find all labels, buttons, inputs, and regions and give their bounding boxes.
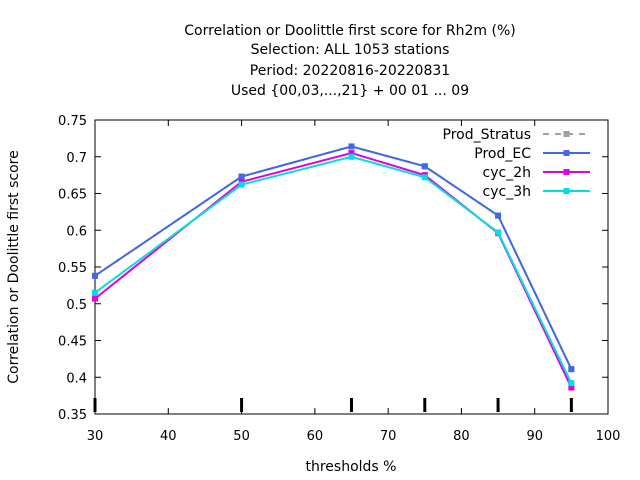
data-point: [238, 173, 245, 180]
data-point: [421, 163, 428, 170]
data-point: [348, 143, 355, 150]
x-tick-label: 100: [596, 429, 621, 444]
data-point: [568, 380, 575, 387]
legend-label: Prod_EC: [474, 146, 531, 162]
y-tick-label: 0.55: [58, 261, 87, 276]
data-point: [568, 366, 575, 373]
x-tick-label: 80: [453, 429, 470, 444]
data-point: [495, 229, 502, 236]
y-tick-label: 0.75: [58, 114, 87, 129]
y-tick-label: 0.5: [66, 298, 87, 313]
legend-label: cyc_3h: [483, 184, 531, 200]
x-tick-label: 30: [87, 429, 104, 444]
x-threshold-marks: [93, 398, 573, 412]
plot-frame: [94, 119, 609, 415]
legend-marker: [563, 169, 570, 175]
y-axis-label: Correlation or Doolittle first score: [6, 150, 22, 383]
data-point: [92, 272, 98, 279]
data-point: [92, 289, 98, 296]
data-point: [348, 153, 355, 160]
y-tick-label: 0.6: [66, 224, 87, 239]
series-layer: [92, 143, 575, 391]
series-line: [94, 145, 573, 370]
title-line-1: Correlation or Doolittle first score for…: [184, 23, 515, 39]
legend-marker: [563, 188, 570, 194]
data-point: [92, 295, 98, 302]
data-point: [568, 384, 575, 391]
y-tick-label: 0.7: [66, 151, 87, 166]
x-axis: 30 40 50 60 70 80 90 100: [87, 120, 621, 444]
series-Prod_EC: [92, 143, 575, 373]
legend-label: Prod_Stratus: [443, 127, 531, 143]
y-axis: 0.35 0.4 0.45 0.5 0.55 0.6 0.65 0.7 0.75: [58, 114, 608, 423]
legend-entry: cyc_2h: [483, 165, 590, 181]
y-tick-label: 0.65: [58, 188, 87, 203]
legend-entry: Prod_Stratus: [443, 127, 590, 143]
data-point: [421, 174, 428, 181]
x-tick-label: 70: [380, 429, 397, 444]
x-tick-label: 50: [233, 429, 250, 444]
legend-label: cyc_2h: [483, 165, 531, 181]
title-line-3: Period: 20220816-20220831: [250, 63, 450, 79]
data-point: [495, 212, 502, 219]
y-tick-label: 0.45: [58, 335, 87, 350]
legend-entry: cyc_3h: [483, 184, 590, 200]
x-tick-label: 60: [307, 429, 324, 444]
legend-marker: [563, 131, 570, 137]
x-tick-label: 90: [526, 429, 543, 444]
series-cyc_3h: [92, 153, 575, 387]
series-line: [94, 155, 573, 384]
legend-entry: Prod_EC: [474, 146, 590, 162]
legend: Prod_Stratus Prod_EC cyc_2h cyc_3h: [443, 127, 590, 200]
legend-marker: [563, 150, 570, 156]
chart-title: Correlation or Doolittle first score for…: [184, 23, 515, 99]
x-tick-label: 40: [160, 429, 177, 444]
data-point: [238, 181, 245, 188]
title-line-2: Selection: ALL 1053 stations: [251, 42, 450, 58]
title-line-4: Used {00,03,...,21} + 00 01 ... 09: [231, 83, 469, 99]
y-tick-label: 0.4: [66, 371, 87, 386]
x-axis-label: thresholds %: [306, 459, 397, 475]
y-tick-label: 0.35: [58, 408, 87, 423]
data-point: [348, 150, 355, 157]
